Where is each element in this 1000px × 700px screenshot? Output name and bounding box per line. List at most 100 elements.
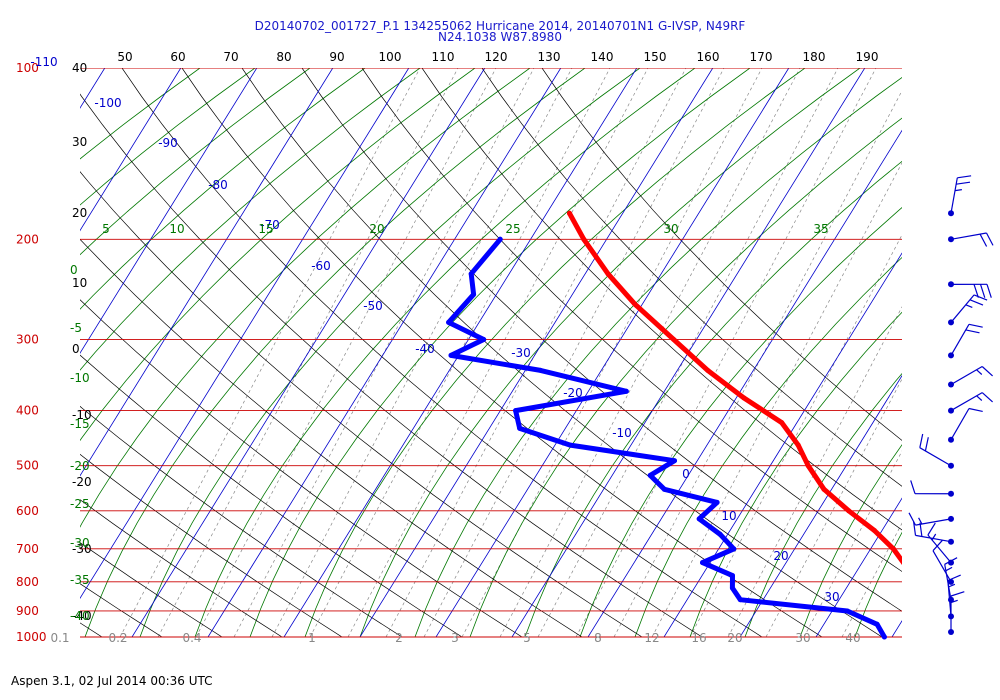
dry-adiabat (361, 68, 902, 572)
moist-adiabat-label: 10 (169, 222, 184, 236)
moist-adiabat-label: 35 (813, 222, 828, 236)
wind-barb-feather (979, 233, 988, 247)
mixing-ratio-label: 2 (395, 631, 403, 645)
mixing-ratio-line (195, 68, 497, 638)
moist-adiabat (80, 68, 421, 371)
wind-barb (908, 512, 954, 526)
mixing-ratio-label: 1 (308, 631, 316, 645)
isotherm-label: 10 (721, 509, 736, 523)
wind-barb-staff (950, 323, 970, 356)
wind-barb-dot (948, 236, 954, 243)
wind-barb (948, 294, 988, 326)
moist-adiabat (84, 68, 586, 638)
temperature-profile-point (581, 236, 587, 242)
temperature-profile (567, 210, 902, 566)
moist-adiabat (524, 160, 902, 638)
top-scale-label: 100 (379, 50, 402, 64)
moist-adiabat (469, 117, 902, 638)
dewpoint-profile-point (737, 597, 743, 603)
footer-caption: Aspen 3.1, 02 Jul 2014 00:36 UTC (11, 674, 213, 688)
dry-adiabat (80, 354, 463, 638)
top-scale-label: 180 (803, 50, 826, 64)
wind-barb-dot (948, 436, 954, 443)
isotherm-label: -80 (208, 178, 228, 192)
moist-adiabat (304, 68, 806, 638)
wind-barb-feather (979, 284, 986, 298)
mixing-ratio-label: 40 (845, 631, 860, 645)
moist-adiabat-label: 15 (258, 222, 273, 236)
isotherm-line (968, 68, 1000, 637)
pressure-label: 600 (16, 504, 39, 518)
wind-barb (948, 407, 983, 443)
isotherm-label: 30 (824, 590, 839, 604)
moist-adiabat-left-label: -35 (70, 573, 90, 587)
isotherm-label: -60 (311, 259, 331, 273)
dewpoint-profile (446, 236, 887, 640)
chart-title: D20140702_001727_P.1 134255062 Hurricane… (254, 19, 746, 33)
top-scale-label: 60 (170, 50, 185, 64)
dry-adiabat (181, 68, 823, 638)
wind-barb-feather (945, 566, 953, 572)
moist-adiabat-left-label: -30 (70, 536, 90, 550)
left-scale-label: 40 (72, 61, 87, 75)
dewpoint-profile-point (481, 337, 487, 342)
dry-adiabat (541, 68, 902, 441)
dry-adiabat (241, 68, 883, 638)
wind-barb-feather (957, 175, 972, 179)
dewpoint-profile-point (881, 634, 887, 640)
moist-adiabat-label: 5 (102, 222, 110, 236)
mixing-ratio-line (423, 68, 725, 638)
top-scale-label: 160 (697, 50, 720, 64)
pressure-label: 100 (16, 61, 39, 75)
temperature-profile-point (795, 442, 801, 448)
isotherm-label: -70 (260, 218, 280, 232)
wind-barb-feather (950, 599, 958, 604)
moist-adiabat (634, 256, 902, 638)
dry-adiabat (121, 68, 763, 638)
dry-adiabat (80, 453, 343, 638)
top-scale-label: 90 (329, 50, 344, 64)
wind-barb-staff (950, 392, 983, 412)
wind-barb-feather (985, 232, 994, 246)
temperature-profile-point (821, 486, 827, 492)
left-scale-label: 10 (72, 276, 87, 290)
top-scale-label: 120 (485, 50, 508, 64)
dry-adiabat (80, 171, 643, 638)
mixing-ratio-line (347, 68, 649, 638)
isotherm-line (207, 68, 562, 638)
mixing-ratio-line (765, 378, 902, 638)
temperature-profile-point (935, 622, 940, 627)
mixing-ratio-line (727, 306, 902, 638)
wind-barb (932, 539, 954, 585)
dry-adiabat (80, 499, 283, 638)
temperature-profile-point (741, 395, 747, 401)
moist-adiabat (249, 68, 751, 638)
left-scale-label: 20 (72, 206, 87, 220)
isotherm-label: -10 (612, 426, 632, 440)
moist-adiabat (80, 68, 531, 528)
moist-adiabat-left-label: -40 (70, 609, 90, 623)
moist-adiabat (854, 531, 902, 638)
isotherm-label: -110 (30, 55, 57, 69)
wind-barb-feather (908, 512, 917, 526)
wind-barb-feather (954, 189, 962, 192)
moist-adiabat (80, 68, 256, 206)
top-scale-label: 130 (538, 50, 561, 64)
wind-barb-dot (948, 210, 954, 217)
wind-barb-feather (919, 433, 924, 448)
isotherm-label: -90 (158, 136, 178, 150)
temperature-profile-point (779, 420, 785, 426)
wind-barb-feather (924, 437, 929, 452)
left-scale-label: -10 (72, 408, 92, 422)
wind-barb (910, 480, 954, 497)
mixing-ratio-line (385, 68, 687, 638)
dewpoint-profile-point (844, 608, 850, 614)
wind-barb (948, 392, 993, 414)
isotherm-line (80, 68, 410, 600)
dewpoint-profile-point (717, 531, 723, 537)
wind-barb (948, 232, 994, 247)
mixing-ratio-label: 8 (594, 631, 602, 645)
wind-barb-feather (981, 366, 994, 377)
dewpoint-profile-point (874, 621, 880, 627)
moist-adiabat (194, 68, 696, 638)
